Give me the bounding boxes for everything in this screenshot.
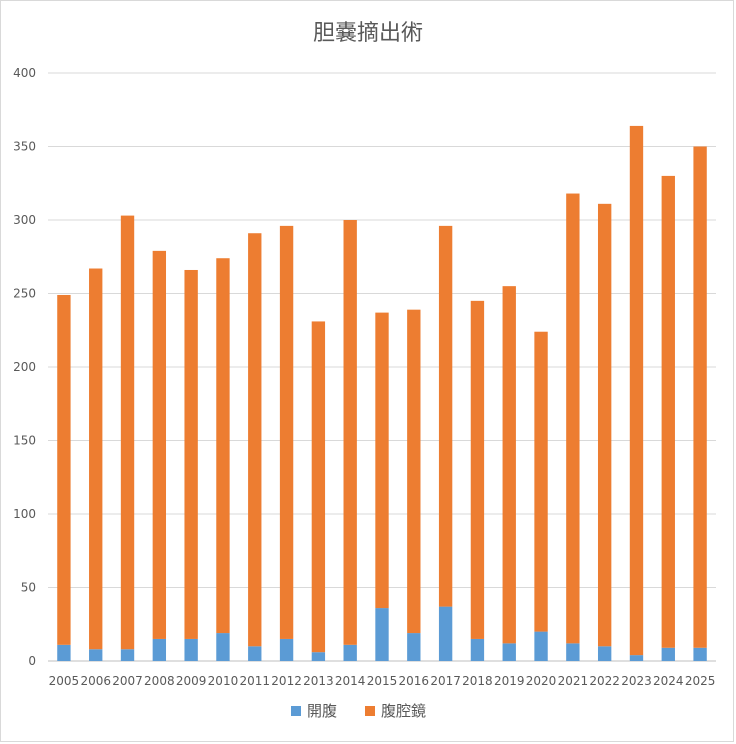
bar-laparoscopic-2025 [693, 146, 707, 648]
x-tick-label: 2024 [653, 674, 684, 688]
x-tick-label: 2009 [176, 674, 207, 688]
x-tick-label: 2014 [335, 674, 366, 688]
bar-laparoscopic-2014 [343, 220, 357, 645]
bar-laparoscopic-2019 [502, 286, 516, 644]
bar-open-2005 [57, 644, 71, 661]
y-axis: 0 50 100 150 200 250 300 350 400 [13, 66, 36, 668]
x-tick-label: 2010 [208, 674, 239, 688]
bar-open-2025 [693, 647, 707, 661]
x-tick-label: 2020 [526, 674, 557, 688]
x-tick-label: 2006 [80, 674, 111, 688]
bars [57, 125, 707, 661]
bar-open-2011 [248, 646, 262, 661]
bar-laparoscopic-2017 [438, 225, 453, 607]
bar-laparoscopic-2022 [597, 203, 612, 647]
bar-laparoscopic-2009 [184, 269, 198, 639]
x-axis: 2005 2006 2007 2008 2009 2010 2011 2012 2013 2014… [49, 674, 716, 688]
bar-open-2016 [407, 633, 421, 661]
x-tick-label: 2015 [367, 674, 398, 688]
x-tick-label: 2025 [685, 674, 716, 688]
bar-open-2019 [502, 643, 516, 661]
legend-swatch [291, 706, 301, 716]
x-tick-label: 2017 [430, 674, 461, 688]
bar-laparoscopic-2016 [407, 309, 421, 634]
bar-laparoscopic-2007 [120, 215, 135, 650]
chart-title: 胆嚢摘出術 [313, 21, 423, 46]
x-tick-label: 2022 [589, 674, 620, 688]
bar-open-2024 [661, 647, 675, 661]
bar-open-2013 [311, 652, 326, 661]
x-tick-label: 2023 [621, 674, 652, 688]
bar-open-2017 [438, 606, 453, 661]
bar-laparoscopic-2024 [661, 175, 675, 648]
bar-laparoscopic-2011 [248, 233, 262, 647]
bar-open-2008 [152, 638, 167, 661]
bar-open-2010 [216, 633, 230, 661]
bar-laparoscopic-2020 [534, 331, 548, 632]
y-tick-label: 250 [13, 287, 36, 301]
y-tick-label: 0 [28, 654, 36, 668]
y-tick-label: 200 [13, 360, 36, 374]
x-tick-label: 2011 [239, 674, 270, 688]
x-tick-label: 2013 [303, 674, 334, 688]
y-tick-label: 150 [13, 434, 36, 448]
bar-laparoscopic-2005 [57, 294, 71, 645]
y-tick-label: 300 [13, 213, 36, 227]
x-tick-label: 2019 [494, 674, 525, 688]
bar-laparoscopic-2013 [311, 321, 326, 653]
legend-swatch [365, 706, 375, 716]
x-tick-label: 2012 [271, 674, 302, 688]
y-tick-label: 400 [13, 66, 36, 80]
bar-open-2015 [375, 608, 389, 661]
bar-open-2021 [566, 643, 580, 661]
bar-open-2006 [89, 649, 103, 661]
bar-laparoscopic-2021 [566, 193, 580, 644]
bar-open-2009 [184, 638, 198, 661]
bar-laparoscopic-2010 [216, 258, 230, 634]
bar-laparoscopic-2018 [470, 300, 485, 639]
bar-laparoscopic-2015 [375, 312, 389, 609]
x-tick-label: 2018 [462, 674, 493, 688]
bar-open-2020 [534, 631, 548, 661]
legend: 開腹 腹腔鏡 [291, 702, 426, 720]
bar-laparoscopic-2012 [279, 225, 294, 639]
bar-open-2023 [629, 655, 644, 661]
x-tick-label: 2021 [558, 674, 589, 688]
bar-laparoscopic-2023 [629, 125, 644, 656]
bar-open-2022 [597, 646, 612, 661]
x-tick-label: 2007 [112, 674, 143, 688]
x-tick-label: 2016 [399, 674, 430, 688]
bar-laparoscopic-2008 [152, 250, 167, 639]
x-tick-label: 2005 [49, 674, 80, 688]
bar-open-2014 [343, 644, 357, 661]
y-tick-label: 100 [13, 507, 36, 521]
bar-laparoscopic-2006 [89, 268, 103, 650]
bar-open-2007 [120, 649, 135, 661]
y-tick-label: 50 [21, 581, 36, 595]
bar-open-2012 [279, 638, 294, 661]
bar-open-2018 [470, 638, 485, 661]
y-tick-label: 350 [13, 140, 36, 154]
legend-label: 開腹 [307, 702, 337, 720]
x-tick-label: 2008 [144, 674, 175, 688]
legend-label: 腹腔鏡 [381, 702, 426, 720]
